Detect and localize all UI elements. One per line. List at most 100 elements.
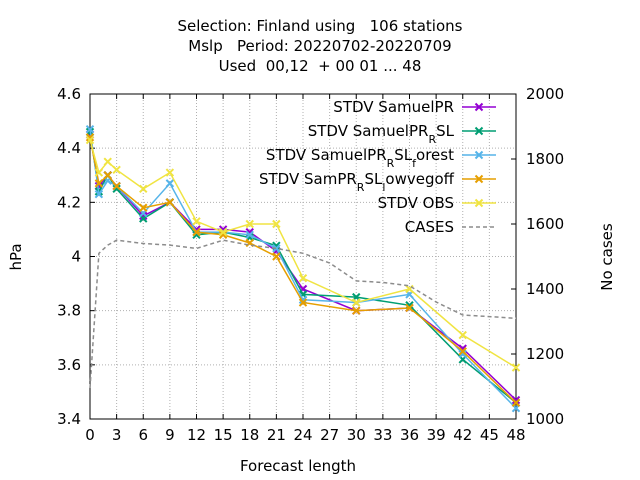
point-stroke	[192, 227, 201, 237]
point-stroke	[165, 179, 175, 188]
point-stroke	[352, 298, 361, 307]
chart-title-line-3: Used 00,12 + 00 01 ... 48	[218, 57, 422, 75]
data-point-0	[511, 395, 521, 405]
data-point-3	[405, 303, 414, 313]
data-point-0	[139, 211, 148, 221]
point-stroke	[94, 168, 104, 177]
point-stroke	[94, 179, 104, 188]
y-axis-label: hPa	[7, 243, 25, 270]
chart-title-line-2: Mslp Period: 20220702-20220709	[188, 37, 452, 55]
axes: 0 3 6 9 12 15 18 21 24 27 30 33 36 39 42 45 483.43.63.84…	[57, 85, 564, 444]
point-stroke	[139, 203, 148, 212]
legend-entry-0: STDV SamuelPR	[333, 98, 496, 116]
point-stroke	[112, 165, 121, 175]
legend-entry-4: STDV OBS	[378, 194, 496, 212]
point-stroke	[218, 230, 228, 240]
point-stroke	[103, 171, 112, 180]
point-stroke	[85, 133, 95, 142]
legend-label: STDV SamPRRSLlowvegoff	[259, 170, 455, 194]
legend-entry-5: CASES	[405, 218, 496, 236]
data-point-2	[165, 179, 175, 188]
legend-marker	[474, 198, 484, 208]
point-stroke	[112, 184, 121, 193]
point-stroke	[165, 198, 175, 207]
x-tick-label: 42	[453, 426, 472, 444]
legend-label: STDV SamuelPRRSL	[308, 122, 455, 146]
point-stroke	[272, 252, 281, 261]
x-tick-label: 39	[427, 426, 446, 444]
data-point-4	[85, 135, 95, 145]
plot-border	[89, 93, 517, 420]
point-stroke	[458, 349, 467, 359]
y-tick-label: 3.6	[57, 356, 81, 374]
x-tick-label: 24	[293, 426, 312, 444]
data-point-3	[218, 230, 228, 240]
point-stroke	[352, 306, 361, 315]
x-tick-label: 12	[187, 426, 206, 444]
legend-entry-1: STDV SamuelPRRSL	[308, 122, 496, 146]
data-point-2	[245, 230, 254, 240]
legend-entry-3: STDV SamPRRSLlowvegoff	[259, 170, 496, 194]
point-stroke	[112, 181, 121, 191]
data-point-4	[94, 168, 104, 177]
data-point-4	[298, 273, 308, 283]
point-stroke	[139, 211, 148, 221]
data-point-3	[192, 227, 201, 237]
data-point-4	[218, 227, 228, 237]
data-point-3	[112, 181, 121, 191]
y2-tick-label: 2000	[526, 85, 564, 103]
data-point-3	[272, 252, 281, 261]
data-point-3	[165, 198, 175, 207]
x-tick-label: 21	[267, 426, 286, 444]
point-stroke	[458, 330, 467, 340]
legend-label: STDV SamuelPR	[333, 98, 454, 116]
legend-label: CASES	[405, 218, 454, 236]
point-stroke	[245, 230, 254, 240]
legend-marker	[474, 150, 484, 160]
data-point-3	[103, 171, 112, 180]
legend-marker	[474, 174, 484, 184]
data-point-3	[352, 306, 361, 315]
legend-label: STDV SamuelPRRSLforest	[266, 146, 454, 170]
x-tick-label: 27	[320, 426, 339, 444]
data-point-3	[298, 298, 308, 307]
x-tick-label: 6	[138, 426, 148, 444]
data-point-2	[458, 349, 467, 359]
legend-label: STDV OBS	[378, 194, 454, 212]
point-stroke	[511, 395, 521, 405]
data-point-3	[139, 203, 148, 212]
y2-tick-label: 1000	[526, 410, 564, 428]
y2-axis-label: No cases	[598, 223, 616, 291]
data-point-4	[272, 219, 281, 229]
point-stroke	[272, 219, 281, 229]
y2-tick-label: 1600	[526, 215, 564, 233]
data-point-4	[245, 219, 254, 229]
data-point-2	[94, 190, 104, 199]
y2-tick-label: 1800	[526, 150, 564, 168]
x-tick-label: 0	[85, 426, 95, 444]
point-stroke	[85, 125, 95, 134]
x-tick-label: 33	[373, 426, 392, 444]
legend-entry-2: STDV SamuelPRRSLforest	[266, 146, 496, 170]
x-tick-label: 3	[112, 426, 122, 444]
x-tick-label: 9	[165, 426, 175, 444]
data-point-4	[458, 330, 467, 340]
x-tick-label: 45	[480, 426, 499, 444]
data-point-1	[112, 184, 121, 193]
y-tick-label: 4.2	[57, 193, 81, 211]
data-point-3	[511, 398, 521, 407]
point-stroke	[298, 273, 308, 283]
x-axis-label: Forecast length	[240, 457, 356, 475]
point-stroke	[85, 135, 95, 145]
y-tick-label: 3.4	[57, 410, 81, 428]
y2-tick-label: 1200	[526, 345, 564, 363]
point-stroke	[298, 295, 308, 305]
point-stroke	[458, 347, 467, 356]
point-stroke	[192, 217, 201, 226]
data-point-2	[85, 125, 95, 134]
legend-marker	[474, 102, 484, 112]
point-stroke	[272, 244, 281, 253]
data-point-4	[112, 165, 121, 175]
